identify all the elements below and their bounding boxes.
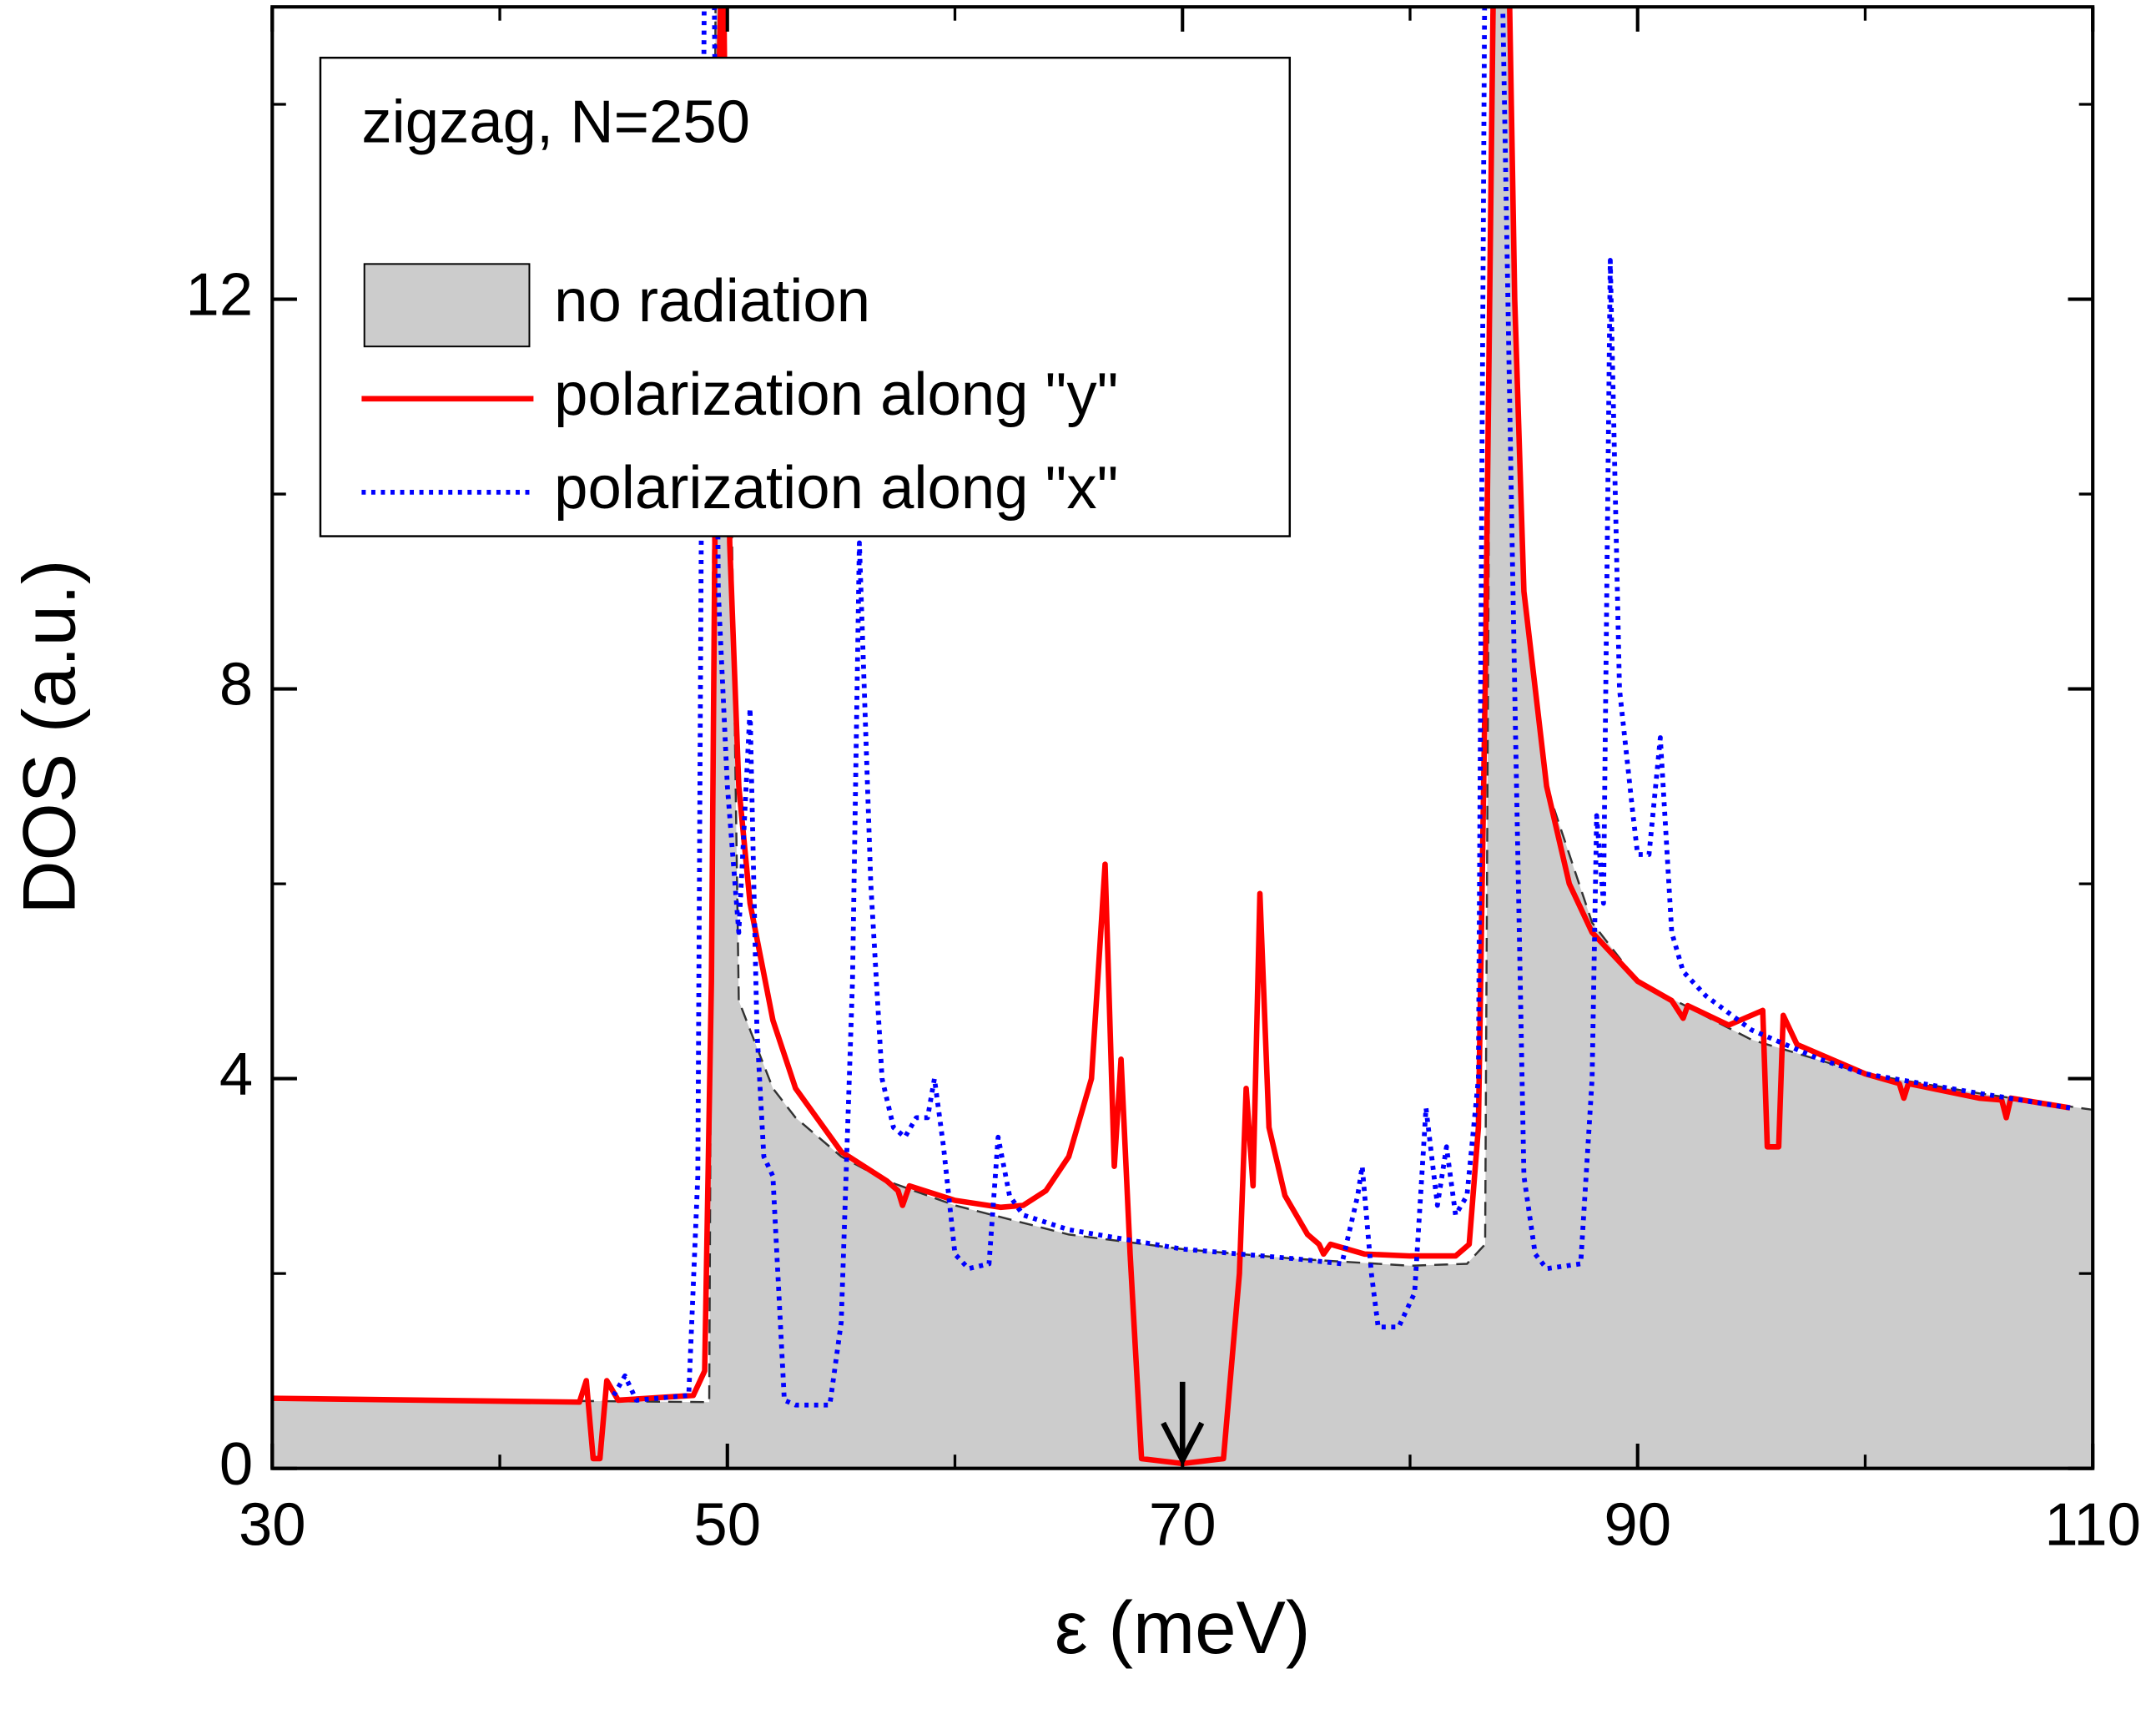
y-tick-label: 0: [219, 1430, 253, 1498]
x-tick-label: 90: [1604, 1490, 1671, 1558]
legend: zigzag, N=250 no radiation polarization a…: [319, 56, 1292, 537]
y-axis-label: DOS (a.u.): [7, 560, 90, 915]
x-tick-label: 30: [239, 1490, 306, 1558]
x-tick-label: 50: [693, 1490, 761, 1558]
legend-swatch: [363, 263, 531, 348]
legend-label: polarization along "y": [554, 360, 1118, 428]
line: [272, 7, 2071, 1467]
y-tick-label: 8: [219, 651, 253, 718]
line: [611, 7, 2071, 1408]
y-tick-label: 4: [219, 1041, 253, 1108]
y-tick-label: 12: [186, 261, 254, 329]
x-axis-label: ε (meV): [1055, 1585, 1311, 1669]
x-tick-label: 70: [1149, 1490, 1217, 1558]
x-tick-label: 110: [2044, 1490, 2141, 1558]
arrow: [1161, 1381, 1205, 1466]
legend-title: zigzag, N=250: [361, 88, 750, 156]
legend-label: no radiation: [554, 267, 870, 335]
legend-label: polarization along "x": [554, 454, 1118, 522]
axes: 30 50 70 90 110 0 4 8 12: [186, 7, 2141, 1558]
